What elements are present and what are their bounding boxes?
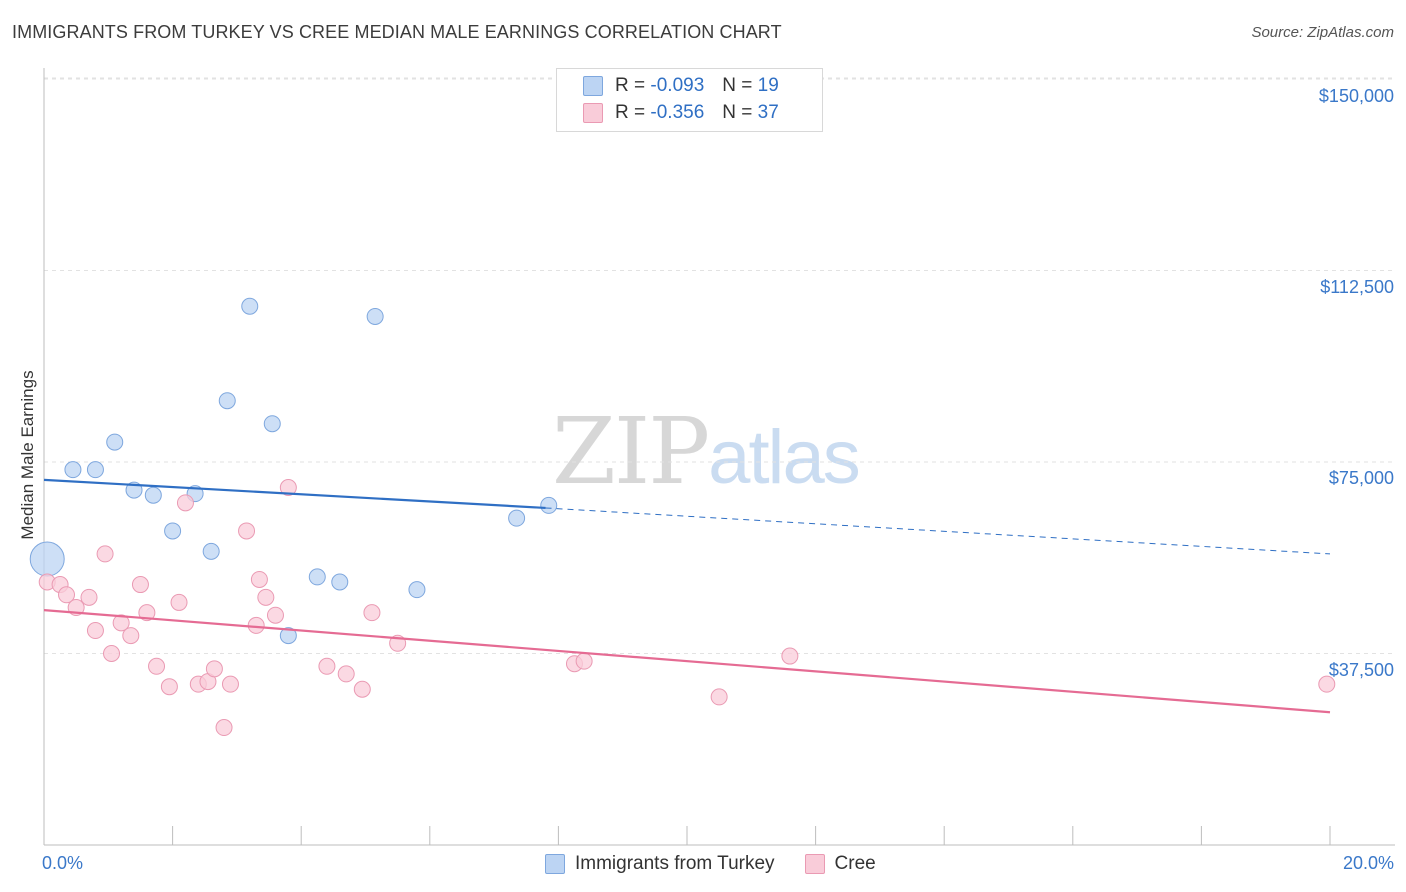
cree-point (148, 657, 166, 675)
turkey-trend-line (43, 478, 546, 510)
cree-point (215, 719, 233, 737)
cree-point (80, 588, 98, 606)
turkey-point (263, 415, 281, 433)
cree-point (266, 606, 284, 624)
y-tick-label: $150,000 (1318, 86, 1394, 106)
n-label: N = (722, 102, 753, 123)
cree-point (160, 678, 178, 696)
x-tick-label-min: 0.0% (42, 853, 84, 873)
cree-point (86, 622, 104, 640)
cree-point (353, 680, 371, 698)
x-tick-label-max: 20.0% (1342, 853, 1394, 873)
turkey-point (106, 433, 124, 451)
cree-point (1318, 675, 1336, 693)
turkey-point (64, 461, 82, 479)
turkey-point (218, 392, 236, 410)
turkey-r-value: -0.093 (650, 75, 705, 96)
y-tick-label: $112,500 (1320, 277, 1394, 297)
cree-point (58, 586, 76, 604)
n-label: N = (722, 75, 753, 96)
turkey-point (366, 307, 384, 325)
cree-legend-label: Cree (834, 853, 876, 874)
cree-point (257, 588, 275, 606)
turkey-trend-extension (545, 507, 1331, 555)
r-label: R = (615, 75, 646, 96)
cree-point (279, 479, 297, 497)
chart-title: IMMIGRANTS FROM TURKEY VS CREE MEDIAN MA… (12, 22, 782, 42)
cree-point (238, 522, 256, 540)
legend-row-cree: R = -0.356 N = 37 (583, 101, 779, 125)
turkey-point (144, 486, 162, 504)
cree-point (103, 645, 121, 662)
legend-row-turkey: R = -0.093 N = 19 (583, 74, 779, 98)
cree-point (221, 675, 239, 693)
cree-point (170, 593, 188, 611)
turkey-point (508, 509, 526, 527)
y-tick-label: $75,000 (1328, 468, 1394, 488)
turkey-n-value: 19 (757, 75, 779, 96)
turkey-point (241, 297, 259, 315)
series-legend: Immigrants from Turkey Cree (545, 853, 876, 875)
turkey-point (308, 568, 326, 586)
cree-trend-line (43, 608, 1331, 714)
turkey-point (408, 581, 426, 599)
correlation-legend: R = -0.093 N = 19 R = -0.356 N = 37 (556, 68, 823, 132)
watermark: ZIPatlas (552, 398, 861, 505)
turkey-point (540, 496, 558, 514)
y-tick-label: $37,500 (1328, 660, 1394, 680)
watermark-zip: ZIP (552, 398, 710, 505)
turkey-point (86, 461, 104, 479)
cree-point (112, 614, 130, 632)
turkey-point (279, 627, 297, 645)
cree-n-value: 37 (757, 102, 779, 123)
turkey-point (29, 541, 65, 577)
cree-point (575, 652, 593, 670)
cree-point (781, 647, 799, 665)
cree-point (710, 688, 728, 706)
watermark-atlas: atlas (708, 415, 861, 500)
r-label: R = (615, 102, 646, 123)
turkey-point (164, 522, 182, 540)
turkey-point (331, 573, 349, 591)
cree-point (363, 604, 381, 622)
turkey-legend-swatch (545, 854, 565, 874)
cree-point (138, 604, 156, 622)
cree-swatch (583, 103, 603, 123)
turkey-point (202, 542, 220, 560)
turkey-legend-label: Immigrants from Turkey (575, 853, 775, 874)
cree-point (122, 627, 140, 645)
source-label: Source: ZipAtlas.com (1251, 24, 1394, 41)
turkey-swatch (583, 76, 603, 96)
cree-r-value: -0.356 (650, 102, 705, 123)
cree-point (337, 665, 355, 683)
cree-point (250, 570, 268, 588)
cree-point (131, 576, 149, 594)
cree-point (176, 494, 194, 512)
cree-point (205, 660, 223, 678)
cree-legend-swatch (804, 854, 825, 874)
cree-point (318, 657, 336, 675)
cree-point (96, 545, 114, 563)
